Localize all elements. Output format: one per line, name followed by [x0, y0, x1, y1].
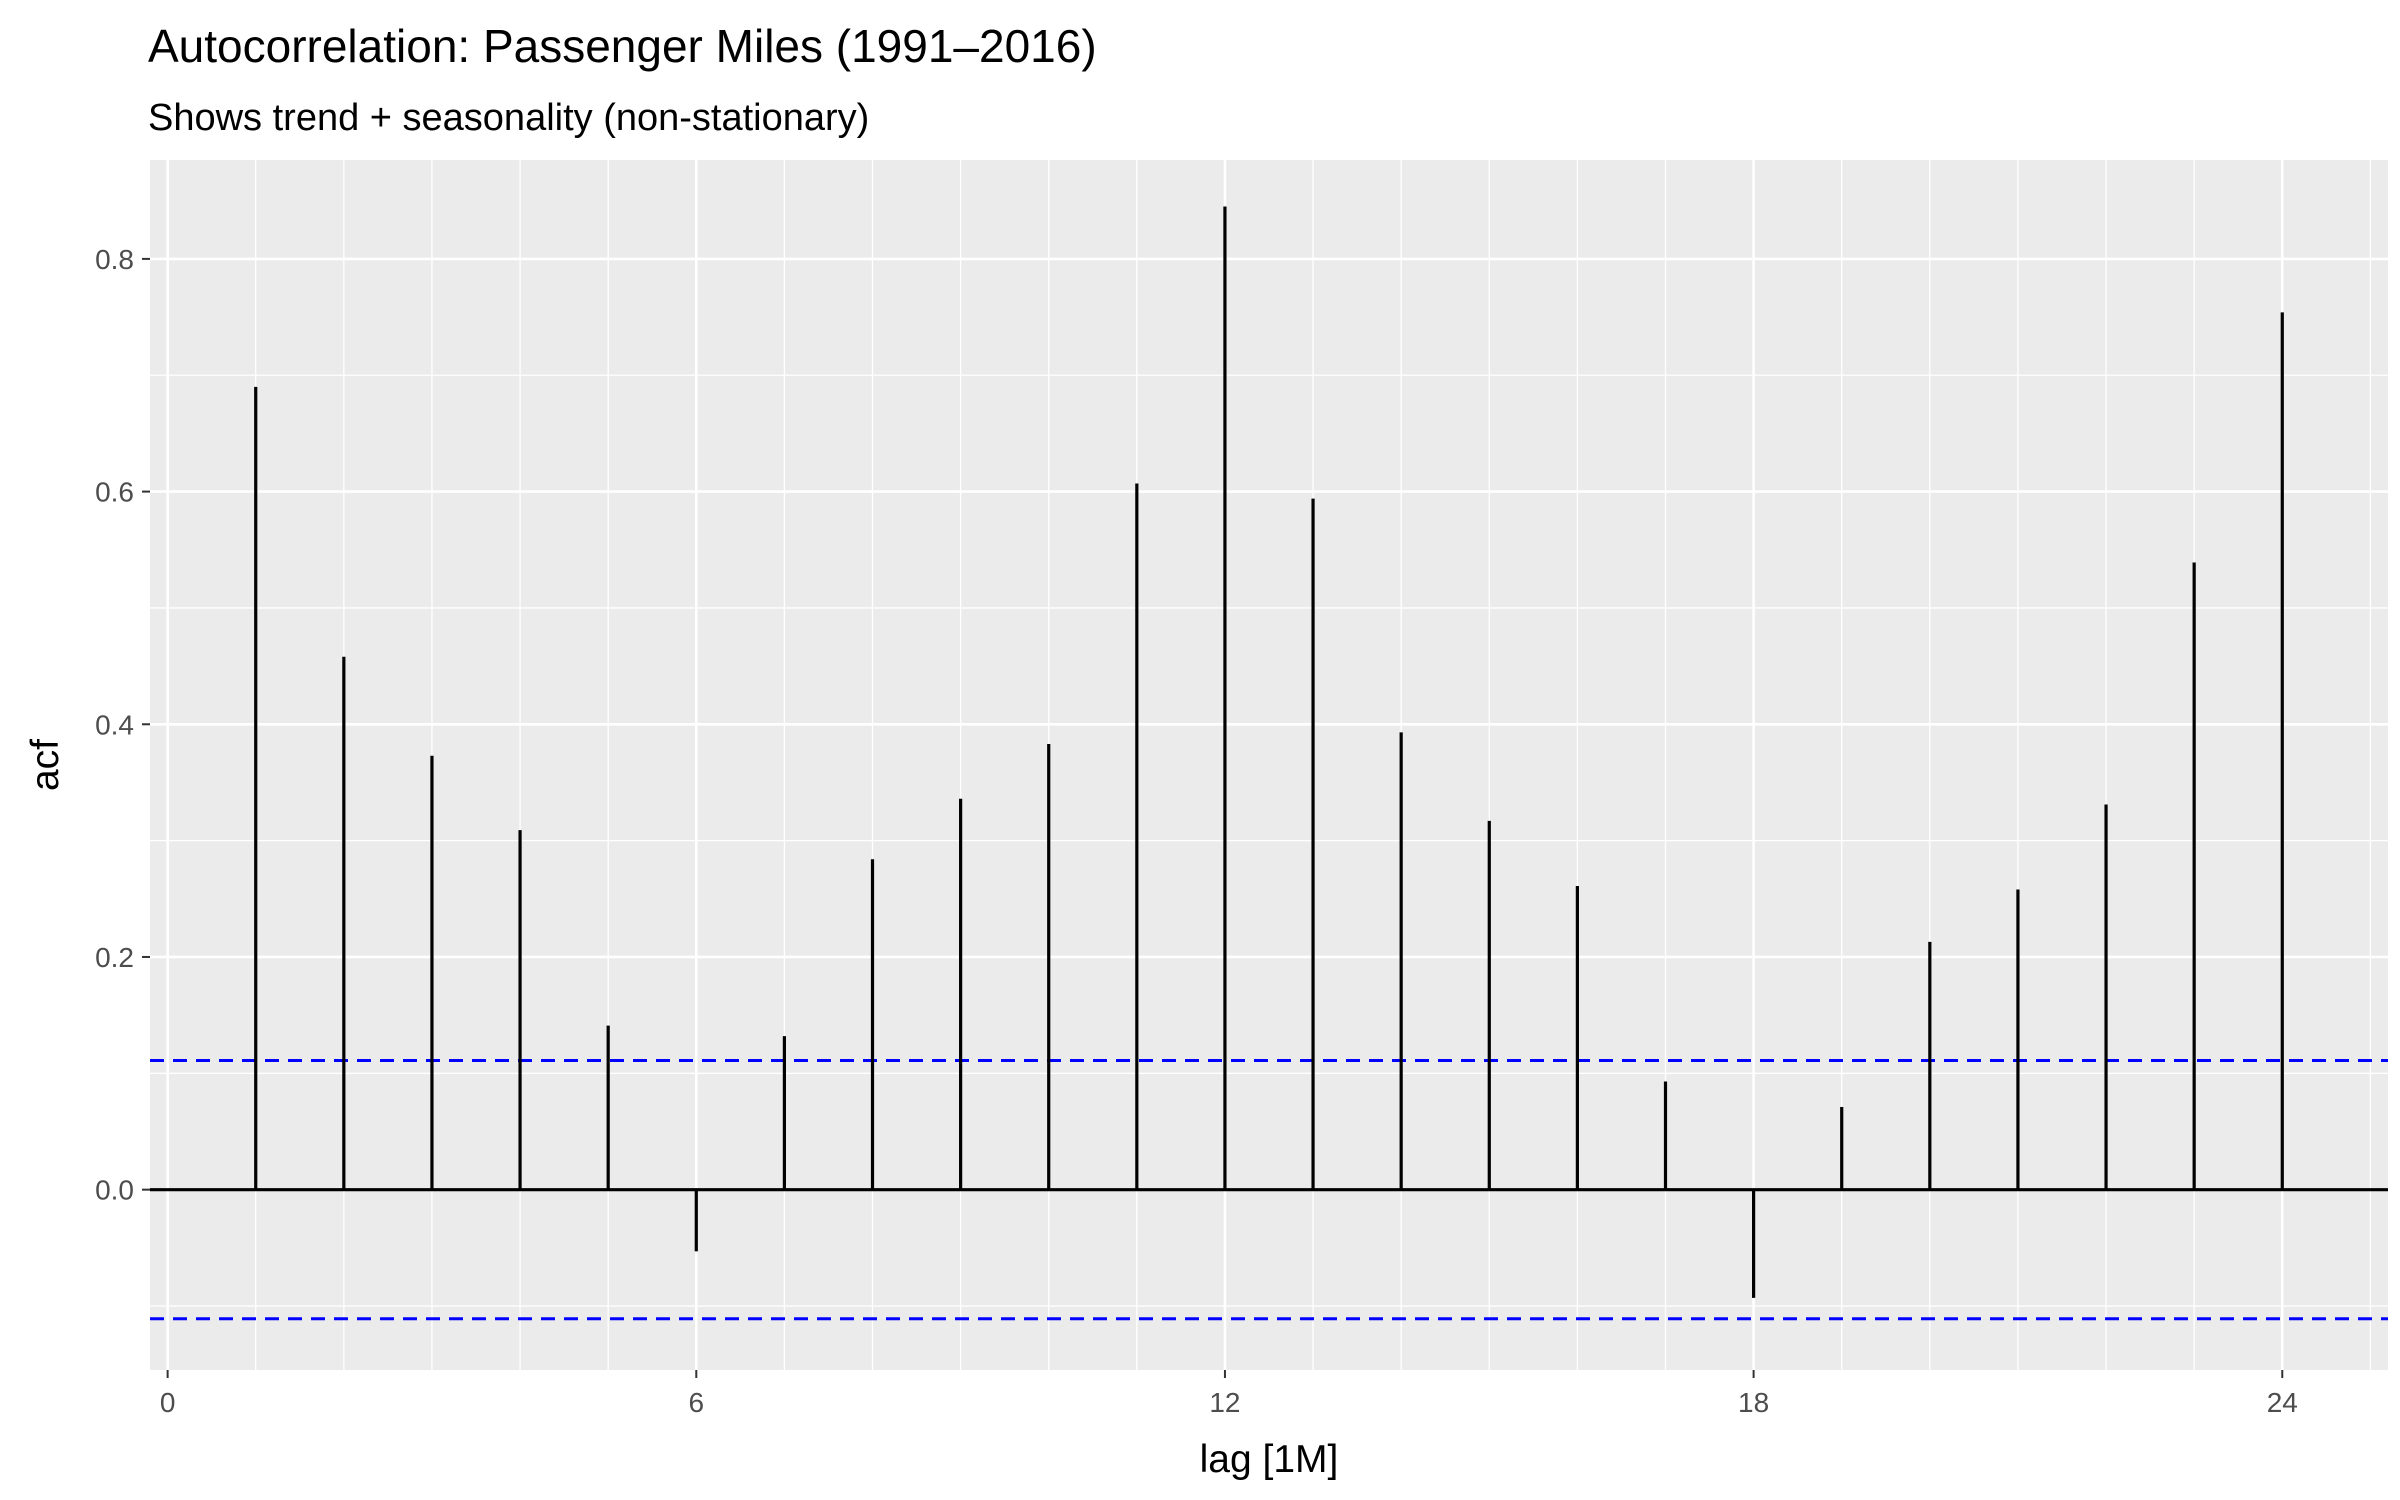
y-tick-label: 0.2: [95, 942, 134, 973]
spike-layer: [150, 206, 2388, 1298]
x-tick-label: 24: [2267, 1387, 2298, 1418]
confidence-layer: [150, 1059, 2388, 1321]
y-tick-label: 0.8: [95, 244, 134, 275]
plot-panel: [150, 160, 2388, 1370]
chart-subtitle: Shows trend + seasonality (non-stationar…: [148, 97, 869, 139]
axis-layer: 0.0 0.2 0.4 0.6 0.8 0 6 12 18 24: [95, 244, 2298, 1418]
x-axis-title: lag [1M]: [1200, 1438, 1339, 1481]
x-tick-label: 18: [1738, 1387, 1769, 1418]
y-tick-label: 0.4: [95, 709, 134, 740]
y-tick-label: 0.0: [95, 1175, 134, 1206]
y-axis-title: acf: [24, 739, 67, 791]
y-tick-label: 0.6: [95, 477, 134, 508]
x-tick-label: 6: [688, 1387, 704, 1418]
x-tick-label: 12: [1209, 1387, 1240, 1418]
x-tick-label: 0: [160, 1387, 176, 1418]
chart-title: Autocorrelation: Passenger Miles (1991–2…: [148, 20, 1097, 72]
